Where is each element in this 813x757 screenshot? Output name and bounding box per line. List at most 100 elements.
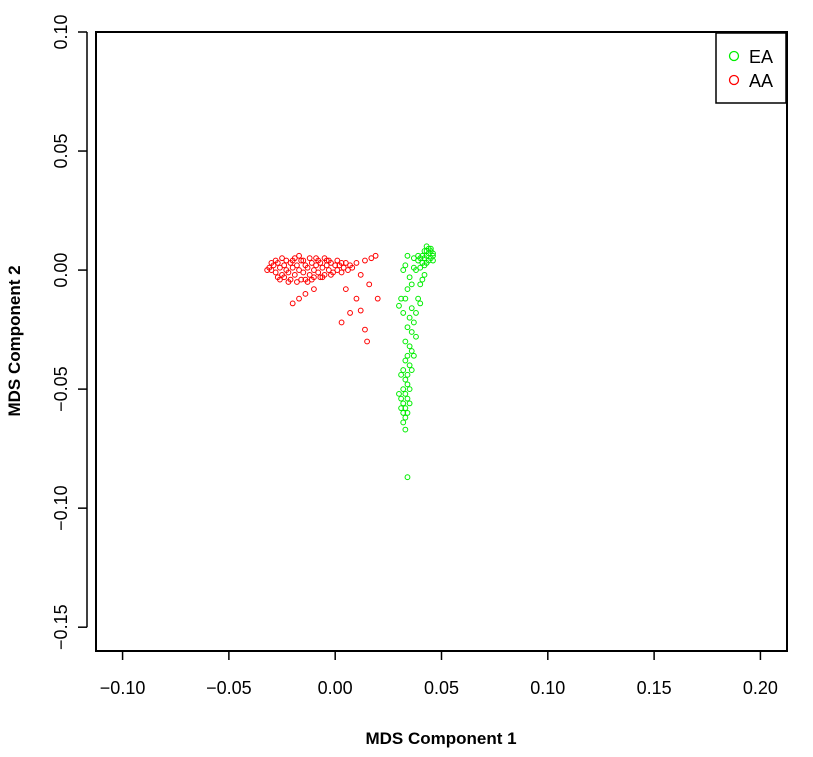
point-aa [268, 260, 275, 266]
point-ea [410, 319, 417, 326]
point-aa [353, 295, 360, 302]
y-tick-label: 0.05 [51, 134, 71, 169]
legend-box [715, 32, 787, 104]
point-aa [287, 276, 294, 283]
point-aa [338, 319, 345, 326]
point-aa [308, 260, 315, 266]
point-aa [342, 286, 349, 293]
point-aa [308, 276, 315, 283]
point-ea [404, 352, 411, 359]
point-ea [421, 271, 428, 278]
point-aa [296, 252, 302, 259]
series-ea [396, 243, 436, 481]
point-aa [296, 295, 302, 302]
point-aa [349, 264, 356, 271]
point-ea [404, 381, 411, 388]
legend: EA AA [715, 32, 787, 104]
y-tick-label: 0.10 [51, 14, 71, 49]
point-aa [368, 255, 375, 262]
point-ea [427, 245, 434, 252]
x-tick-label: 0.05 [424, 678, 459, 698]
point-ea [406, 386, 413, 393]
point-aa [283, 257, 290, 264]
point-ea [398, 295, 405, 302]
point-aa [362, 326, 368, 333]
point-aa [340, 264, 347, 271]
point-aa [325, 267, 332, 273]
point-aa [311, 286, 317, 293]
point-aa [304, 264, 311, 271]
point-ea [400, 386, 407, 393]
y-tick-label: 0.00 [51, 253, 71, 288]
point-aa [342, 260, 349, 266]
x-axis-title: MDS Component 1 [365, 729, 516, 748]
x-tick-label: −0.10 [100, 678, 146, 698]
point-ea [398, 371, 405, 378]
point-ea [402, 414, 409, 421]
point-aa [347, 310, 353, 316]
point-aa [281, 274, 288, 281]
point-aa [296, 267, 302, 273]
point-aa [366, 281, 373, 288]
point-aa [300, 269, 307, 276]
point-ea [408, 329, 415, 335]
point-ea [413, 310, 419, 316]
point-ea [400, 410, 407, 416]
point-ea [410, 264, 417, 271]
point-ea [398, 395, 405, 402]
point-aa [345, 267, 351, 273]
point-aa [353, 260, 360, 266]
point-ea [396, 390, 402, 397]
point-ea [430, 257, 436, 264]
point-aa [302, 290, 309, 297]
point-aa [289, 264, 296, 271]
point-ea [423, 260, 430, 266]
point-ea [406, 362, 413, 369]
point-ea [404, 252, 411, 259]
point-ea [408, 281, 415, 288]
point-aa [321, 255, 328, 262]
point-aa [311, 267, 317, 273]
point-aa [281, 262, 288, 269]
legend-label-ea: EA [749, 47, 773, 67]
x-tick-label: 0.15 [637, 678, 672, 698]
point-aa [291, 271, 298, 278]
point-ea [400, 310, 407, 316]
y-tick-label: −0.05 [51, 366, 71, 412]
point-aa [338, 260, 345, 266]
point-ea [430, 250, 436, 257]
point-aa [279, 255, 285, 262]
point-aa [289, 300, 296, 307]
legend-marker-ea [728, 50, 740, 62]
point-aa [319, 264, 326, 271]
point-ea [404, 395, 411, 402]
point-aa [304, 279, 311, 285]
point-aa [274, 274, 281, 281]
point-aa [332, 262, 339, 269]
point-ea [406, 343, 413, 350]
legend-label-aa: AA [749, 71, 773, 91]
point-ea [402, 262, 409, 269]
point-ea [398, 405, 405, 412]
point-ea [417, 281, 424, 288]
point-ea [404, 286, 411, 293]
point-ea [400, 367, 407, 373]
point-ea [417, 300, 424, 307]
point-aa [298, 257, 305, 264]
point-ea [400, 400, 407, 407]
point-aa [325, 257, 332, 264]
point-aa [272, 269, 279, 276]
point-ea [404, 474, 411, 481]
point-aa [285, 269, 292, 276]
y-tick-label: −0.15 [51, 604, 71, 650]
point-ea [408, 348, 415, 354]
point-ea [423, 243, 430, 250]
point-ea [415, 252, 422, 259]
point-aa [313, 255, 319, 262]
point-ea [410, 352, 417, 359]
point-ea [404, 410, 411, 416]
point-aa [374, 295, 381, 302]
point-aa [298, 276, 305, 283]
point-ea [402, 357, 409, 364]
point-aa [357, 271, 364, 278]
